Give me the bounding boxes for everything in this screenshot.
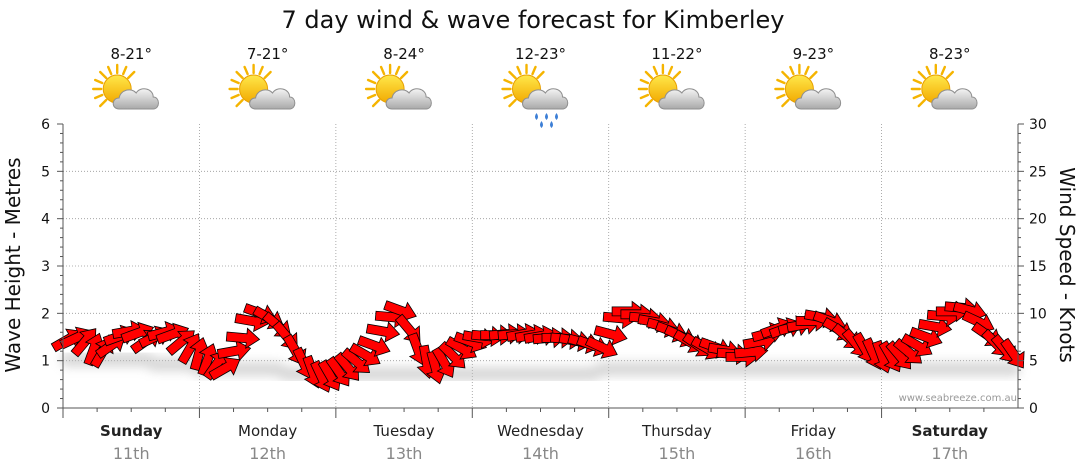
left-tick-label: 4 (41, 212, 50, 228)
left-axis-title: Wave Height - Metres (1, 157, 25, 372)
wind-arrow (216, 339, 252, 362)
day-date: 11th (113, 444, 150, 463)
day-date: 12th (249, 444, 286, 463)
right-axis-title: Wind Speed - Knots (1055, 167, 1079, 363)
wind-arrow (365, 321, 401, 343)
wind-arrow (340, 347, 371, 373)
day-name: Sunday (100, 422, 163, 440)
left-axis-ticks: 0 1 2 3 4 5 6 (41, 117, 50, 417)
left-tick-label: 1 (41, 354, 50, 370)
day-date: 16th (795, 444, 832, 463)
day-temperature: 9-23° (793, 45, 835, 63)
grid (63, 124, 1018, 408)
right-tick-label: 15 (1029, 259, 1047, 275)
wind-arrow (917, 316, 953, 338)
day-name: Friday (791, 422, 837, 440)
sun-cloud-icon (637, 63, 706, 111)
day-name: Saturday (912, 422, 989, 440)
left-tick-label: 3 (41, 259, 50, 275)
wind-arrow (348, 342, 381, 367)
wind-arrow (900, 333, 933, 357)
wind-arrow (333, 351, 360, 381)
right-tick-label: 25 (1029, 164, 1047, 180)
day-name: Wednesday (497, 422, 584, 440)
right-tick-label: 5 (1029, 354, 1038, 370)
right-tick-label: 20 (1029, 212, 1047, 228)
day-temperature: 8-21° (110, 45, 152, 63)
wind-arrow (225, 327, 261, 349)
left-tick-label: 2 (41, 306, 50, 322)
sun-cloud-icon (364, 63, 433, 111)
day-date: 13th (386, 444, 423, 463)
day-name: Tuesday (373, 422, 435, 440)
wind-arrow (437, 340, 466, 369)
day-temperature: 11-22° (651, 45, 702, 63)
day-date: 17th (931, 444, 968, 463)
right-tick-label: 10 (1029, 306, 1047, 322)
credit-text: www.seabreeze.com.au (899, 393, 1017, 404)
axes (57, 123, 1024, 418)
day-date: 14th (522, 444, 559, 463)
sun-cloud-icon (774, 63, 842, 111)
left-tick-label: 0 (41, 401, 50, 417)
sun-cloud-icon (91, 63, 160, 111)
left-tick-label: 6 (41, 117, 50, 133)
wind-arrow (908, 326, 943, 349)
wind-arrow (356, 335, 391, 357)
left-tick-label: 5 (41, 164, 50, 180)
right-axis-ticks: 0 5 10 15 20 25 30 (1029, 117, 1047, 417)
day-temperature: 12-23° (515, 45, 566, 63)
wind-arrow (584, 336, 618, 359)
right-tick-label: 0 (1029, 401, 1038, 417)
weather-icons (91, 63, 979, 128)
day-labels: Sunday 11th 8-21° Monday 12th 7-21° Tuesday 13t… (100, 45, 988, 463)
wind-arrow (208, 357, 241, 381)
wind-arrow (892, 337, 923, 364)
wind-arrows (50, 297, 1025, 393)
sun-cloud-icon (910, 63, 979, 111)
wind-arrow (593, 324, 628, 346)
chart-title: 7 day wind & wave forecast for Kimberley (282, 6, 785, 34)
day-name: Thursday (641, 422, 712, 440)
wind-arrow (383, 300, 417, 322)
sun-cloud-icon (228, 63, 297, 111)
sun-cloud-rain-icon (503, 65, 568, 128)
day-temperature: 8-24° (383, 45, 425, 63)
day-date: 15th (659, 444, 696, 463)
right-tick-label: 30 (1029, 117, 1047, 133)
day-name: Monday (238, 422, 297, 440)
day-temperature: 7-21° (247, 45, 289, 63)
day-temperature: 8-23° (929, 45, 971, 63)
